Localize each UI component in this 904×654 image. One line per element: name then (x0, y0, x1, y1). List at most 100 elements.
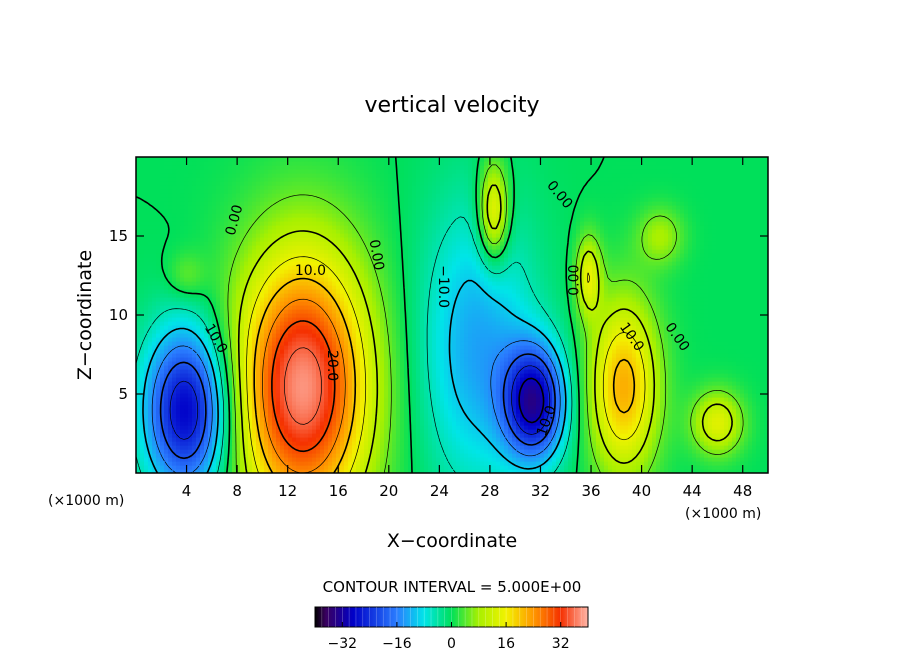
heatmap-cell (344, 369, 349, 374)
heatmap-cell (196, 437, 201, 442)
heatmap-cell (596, 365, 601, 370)
heatmap-cell (308, 441, 313, 446)
heatmap-cell (524, 369, 529, 374)
heatmap-cell (672, 453, 677, 458)
heatmap-cell (664, 457, 669, 462)
heatmap-cell (376, 461, 381, 466)
heatmap-cell (728, 377, 733, 382)
heatmap-cell (440, 409, 445, 414)
heatmap-cell (732, 385, 737, 390)
heatmap-cell (672, 357, 677, 362)
heatmap-cell (632, 413, 637, 418)
heatmap-cell (264, 349, 269, 354)
heatmap-cell (312, 453, 317, 458)
heatmap-cell (512, 425, 517, 430)
heatmap-cell (380, 353, 385, 358)
heatmap-cell (492, 405, 497, 410)
heatmap-cell (712, 357, 717, 362)
heatmap-cell (188, 389, 193, 394)
heatmap-cell (584, 453, 589, 458)
heatmap-cell (636, 397, 641, 402)
heatmap-cell (436, 445, 441, 450)
heatmap-cell (620, 469, 625, 473)
heatmap-cell (208, 441, 213, 446)
heatmap-cell (624, 353, 629, 358)
heatmap-cell (196, 389, 201, 394)
heatmap-cell (672, 409, 677, 414)
heatmap-cell (568, 405, 573, 410)
heatmap-cell (364, 361, 369, 366)
heatmap-cell (360, 461, 365, 466)
heatmap-cell (268, 377, 273, 382)
heatmap-cell (620, 425, 625, 430)
heatmap-cell (556, 381, 561, 386)
heatmap-cell (168, 397, 173, 402)
heatmap-cell (316, 433, 321, 438)
heatmap-cell (468, 405, 473, 410)
heatmap-cell (420, 365, 425, 370)
heatmap-cell (200, 441, 205, 446)
heatmap-cell (580, 465, 585, 470)
heatmap-cell (340, 369, 345, 374)
heatmap-cell (412, 365, 417, 370)
heatmap-cell (564, 365, 569, 370)
heatmap-cell (252, 461, 257, 466)
heatmap-cell (688, 361, 693, 366)
heatmap-cell (660, 353, 665, 358)
heatmap-cell (356, 397, 361, 402)
heatmap-cell (148, 405, 153, 410)
heatmap-cell (136, 401, 141, 406)
heatmap-cell (536, 405, 541, 410)
heatmap-cell (664, 385, 669, 390)
heatmap-cell (368, 381, 373, 386)
heatmap-cell (728, 365, 733, 370)
heatmap-cell (644, 361, 649, 366)
heatmap-cell (692, 465, 697, 470)
heatmap-cell (176, 469, 181, 473)
heatmap-cell (396, 349, 401, 354)
heatmap-cell (764, 353, 768, 358)
heatmap-cell (740, 361, 745, 366)
heatmap-cell (600, 365, 605, 370)
heatmap-cell (468, 441, 473, 446)
heatmap-cell (760, 437, 765, 442)
heatmap-cell (180, 385, 185, 390)
heatmap-cell (660, 393, 665, 398)
heatmap-cell (288, 461, 293, 466)
heatmap-cell (708, 381, 713, 386)
heatmap-cell (704, 421, 709, 426)
heatmap-cell (460, 421, 465, 426)
heatmap-cell (224, 405, 229, 410)
heatmap-cell (444, 353, 449, 358)
heatmap-cell (504, 469, 509, 473)
heatmap-cell (324, 453, 329, 458)
heatmap-cell (468, 429, 473, 434)
heatmap-cell (160, 457, 165, 462)
heatmap-cell (292, 353, 297, 358)
heatmap-cell (400, 377, 405, 382)
heatmap-cell (412, 453, 417, 458)
heatmap-cell (152, 393, 157, 398)
heatmap-cell (284, 385, 289, 390)
heatmap-cell (312, 437, 317, 442)
heatmap-cell (256, 457, 261, 462)
heatmap-cell (448, 413, 453, 418)
heatmap-cell (308, 425, 313, 430)
heatmap-cell (332, 449, 337, 454)
heatmap-cell (752, 413, 757, 418)
heatmap-cell (476, 461, 481, 466)
heatmap-cell (492, 345, 497, 350)
heatmap-cell (136, 345, 141, 350)
heatmap-cell (584, 405, 589, 410)
heatmap-cell (464, 445, 469, 450)
heatmap-cell (692, 353, 697, 358)
heatmap-cell (596, 449, 601, 454)
heatmap-cell (752, 401, 757, 406)
heatmap-cell (276, 389, 281, 394)
heatmap-cell (496, 461, 501, 466)
heatmap-cell (260, 461, 265, 466)
heatmap-cell (148, 345, 153, 350)
heatmap-cell (196, 393, 201, 398)
heatmap-cell (624, 429, 629, 434)
heatmap-cell (268, 453, 273, 458)
